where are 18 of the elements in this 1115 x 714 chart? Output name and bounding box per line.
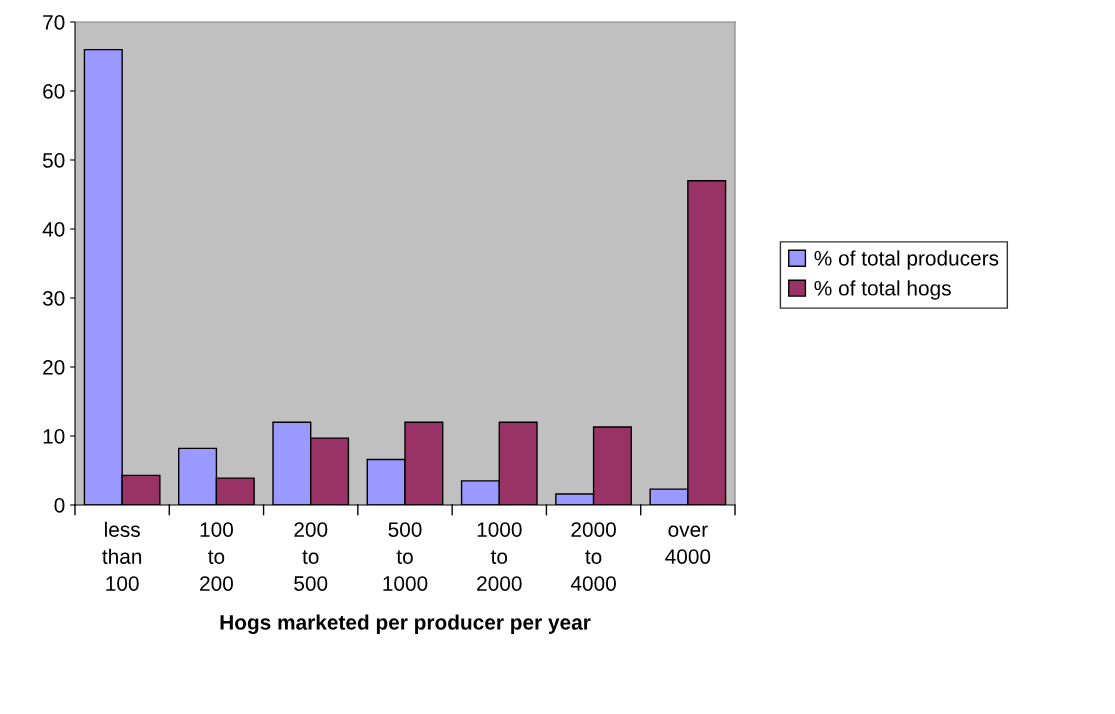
legend-label: % of total producers — [814, 250, 999, 270]
y-tick-label: 60 — [43, 84, 65, 99]
x-axis-title: Hogs marketed per producer per year — [220, 614, 591, 634]
x-tick-label: 500 to 1000 — [383, 522, 428, 591]
x-tick-label: less than 100 — [102, 521, 142, 591]
x-tick-label: 1000 to 2000 — [477, 522, 522, 591]
x-tick-label: 200 to 500 — [294, 522, 328, 591]
y-tick-label: 10 — [43, 429, 65, 444]
legend-label: % of total hogs — [814, 280, 951, 300]
x-tick-label: over 4000 — [665, 525, 711, 564]
y-tick-label: 20 — [43, 360, 65, 375]
y-tick-label: 40 — [42, 222, 65, 237]
y-tick-label: 0 — [54, 498, 65, 513]
x-tick-label: 2000 to 4000 — [570, 522, 616, 591]
y-tick-label: 70 — [43, 15, 65, 30]
y-tick-label: 30 — [42, 291, 65, 306]
x-tick-label: 100 to 200 — [200, 522, 233, 591]
y-tick-label: 50 — [42, 153, 65, 168]
